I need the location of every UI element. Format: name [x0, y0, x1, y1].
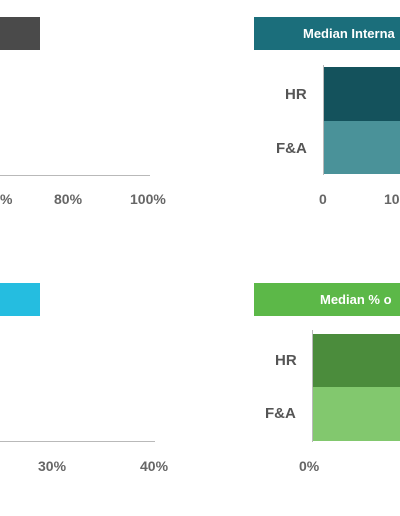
- bottom-right-bar-fa: [313, 387, 400, 441]
- bottom-left-tick-0: 30%: [38, 458, 67, 474]
- top-right-banner: Median Interna: [254, 17, 400, 50]
- top-left-axis-line: [0, 175, 150, 176]
- bottom-right-tick-0: 0%: [299, 458, 320, 474]
- top-left-banner: [0, 17, 40, 50]
- top-right-bar-hr: [324, 67, 400, 121]
- top-left-tick-2: 100%: [130, 191, 166, 207]
- top-right-category-hr: HR: [285, 86, 307, 103]
- top-left-tick-1: 80%: [54, 191, 83, 207]
- top-right-tick-0: 0: [319, 191, 327, 207]
- bottom-right-value-axis: [312, 330, 313, 442]
- top-right-bar-fa: [324, 121, 400, 174]
- top-left-tick-0: %: [0, 191, 13, 207]
- bottom-right-bar-hr: [313, 334, 400, 387]
- top-right-tick-1: 10: [384, 191, 400, 207]
- bottom-right-banner: Median % o: [254, 283, 400, 316]
- bottom-left-axis-line: [0, 441, 155, 442]
- bottom-right-category-hr: HR: [275, 352, 297, 369]
- bottom-right-category-fa: F&A: [265, 405, 296, 422]
- bottom-left-tick-1: 40%: [140, 458, 169, 474]
- bottom-left-banner: [0, 283, 40, 316]
- top-right-category-fa: F&A: [276, 140, 307, 157]
- top-right-value-axis: [323, 65, 324, 175]
